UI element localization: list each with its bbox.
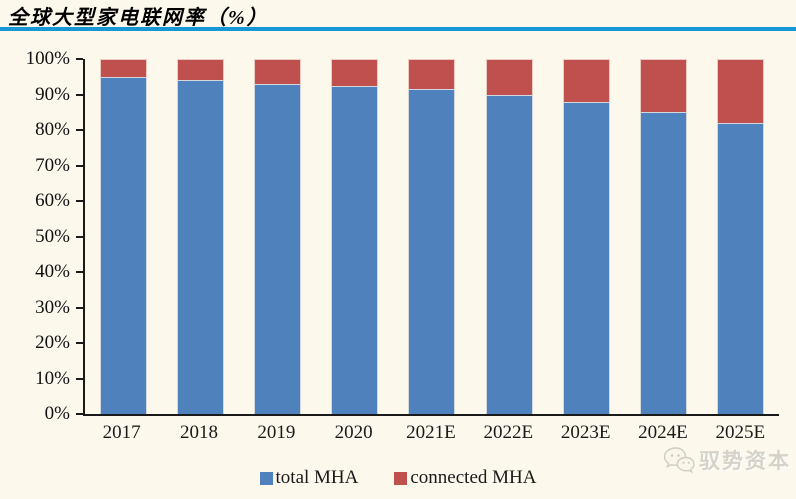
x-tick-label: 2017: [102, 422, 141, 443]
x-tick-label: 2025E: [715, 422, 766, 443]
y-tick: [76, 58, 83, 60]
bar-segment-total-mha: [716, 122, 764, 414]
bar-segment-total-mha: [254, 83, 302, 414]
y-tick-label: 30%: [35, 296, 70, 318]
bar-segment-total-mha: [408, 89, 456, 414]
y-tick-label: 50%: [35, 225, 70, 247]
y-tick: [76, 235, 83, 238]
x-tick-label: 2022E: [483, 422, 534, 443]
bar-2021E: [408, 59, 456, 414]
y-tick: [76, 129, 83, 131]
y-tick-label: 0%: [44, 403, 70, 424]
chart-title: 全球大型家电联网率（%）: [8, 7, 269, 29]
x-tick-label: 2019: [257, 422, 296, 443]
bar-segment-connected-mha: [100, 59, 148, 77]
y-tick-label: 60%: [35, 190, 70, 211]
legend: total MHA connected MHA: [0, 467, 796, 489]
y-tick: [76, 306, 83, 309]
y-tick: [76, 377, 83, 380]
bar-segment-connected-mha: [177, 59, 225, 81]
y-tick: [76, 413, 83, 415]
bar-2024E: [639, 59, 687, 414]
bar-2023E: [562, 59, 610, 414]
legend-item-total: total MHA: [259, 467, 359, 489]
watermark: 驭势资本: [663, 445, 791, 475]
bar-2018: [177, 59, 225, 414]
x-tick-label: 2021E: [406, 422, 456, 443]
bar-segment-connected-mha: [408, 59, 456, 90]
watermark-text: 驭势资本: [699, 449, 791, 473]
y-tick-label: 70%: [35, 154, 70, 176]
y-tick: [76, 200, 83, 202]
y-tick-label: 100%: [25, 48, 70, 69]
x-axis-labels: 2017 2018 2019 2020 2021E 2022E 2023E 2024E 2025…: [83, 422, 779, 444]
bar-2022E: [485, 59, 533, 414]
legend-label-connected: connected MHA: [410, 467, 537, 488]
y-axis: 0% 10% 20% 30% 40% 50% 60% 70% 80% 90% 100%: [26, 48, 779, 424]
wechat-icon: [663, 446, 696, 474]
legend-chip-connected: [394, 471, 408, 485]
y-tick: [76, 342, 83, 344]
bar-segment-total-mha: [639, 112, 687, 414]
y-tick: [76, 271, 83, 273]
y-tick-label: 10%: [35, 367, 70, 389]
bar-segment-total-mha: [100, 76, 148, 414]
bar-segment-total-mha: [485, 94, 533, 414]
bar-2025E: [716, 59, 764, 414]
y-tick-label: 80%: [35, 119, 70, 140]
plot-area: 0% 10% 20% 30% 40% 50% 60% 70% 80% 90% 100%: [26, 48, 779, 424]
title-underline: [0, 27, 796, 31]
bar-segment-total-mha: [562, 101, 610, 414]
x-tick-label: 2023E: [560, 422, 611, 443]
y-tick-label: 40%: [35, 261, 70, 282]
bars-container: [85, 59, 779, 414]
bar-segment-total-mha: [331, 85, 379, 414]
y-tick-label: 90%: [35, 83, 70, 105]
legend-item-connected: connected MHA: [394, 467, 536, 489]
legend-label-total: total MHA: [275, 467, 359, 488]
legend-chip-total: [259, 471, 273, 485]
y-tick-label: 20%: [35, 332, 70, 353]
x-tick-label: 2020: [334, 422, 373, 443]
bar-segment-connected-mha: [562, 59, 610, 102]
bar-segment-connected-mha: [639, 59, 687, 113]
bar-2019: [254, 59, 302, 414]
x-tick-label: 2018: [179, 422, 218, 443]
bar-segment-connected-mha: [331, 59, 379, 86]
x-tick-label: 2024E: [638, 422, 688, 443]
y-tick: [76, 93, 83, 96]
bar-segment-connected-mha: [716, 59, 764, 123]
bar-2017: [100, 59, 148, 414]
bar-2020: [331, 59, 379, 414]
bar-segment-connected-mha: [485, 59, 533, 95]
bar-segment-total-mha: [177, 80, 225, 414]
y-tick: [76, 164, 83, 167]
bar-segment-connected-mha: [254, 59, 302, 84]
